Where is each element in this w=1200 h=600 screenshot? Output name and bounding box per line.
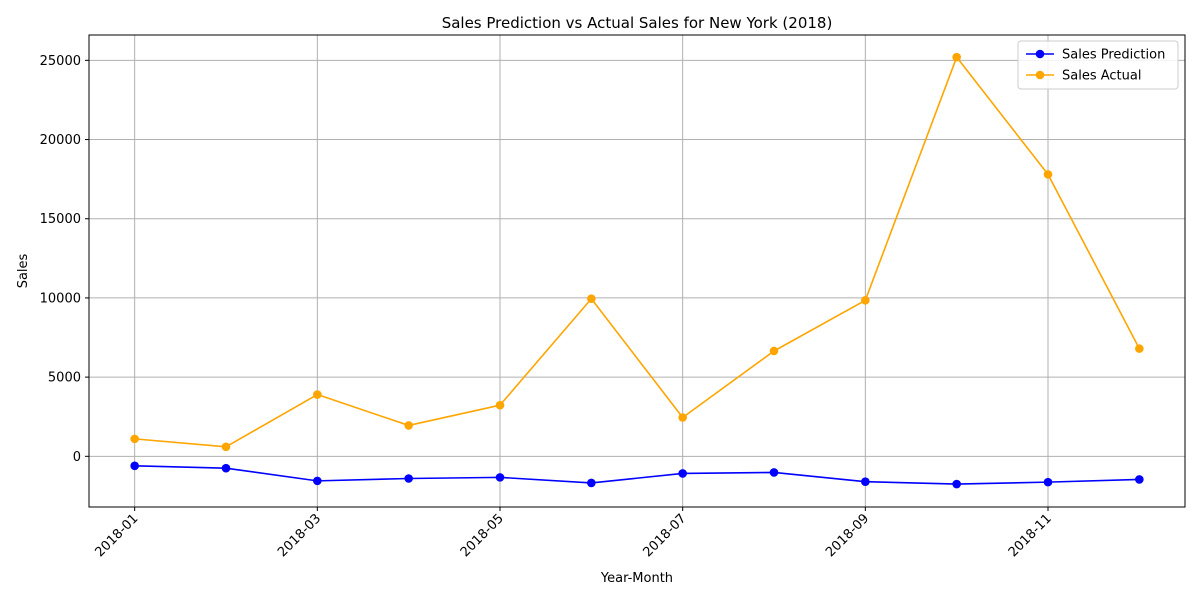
- data-point: [130, 461, 139, 471]
- data-point: [678, 469, 687, 478]
- legend: Sales Prediction Sales Actual: [1017, 40, 1179, 90]
- data-point: [1043, 477, 1053, 487]
- y-axis-title: Sales: [16, 253, 31, 288]
- data-point: [404, 474, 413, 483]
- y-tick-label: 10000: [40, 291, 81, 306]
- legend-label: Sales Actual: [1062, 69, 1141, 84]
- y-tick-label: 5000: [48, 371, 81, 386]
- legend-swatch-marker: [1035, 49, 1045, 59]
- x-axis-title: Year-Month: [600, 571, 673, 586]
- data-point: [1043, 170, 1053, 179]
- data-point: [678, 413, 687, 422]
- legend-item: Sales Actual: [1026, 69, 1141, 84]
- ticks: 0 5000 10000 15000 20000 25000 2018-01 2018-03 2…: [40, 54, 1055, 560]
- series-line: [134, 465, 1140, 485]
- series-line: [134, 56, 1141, 448]
- x-tick-label: 2018-09: [823, 511, 872, 560]
- data-point: [221, 463, 231, 473]
- grid: [89, 35, 1185, 507]
- data-point: [952, 52, 961, 62]
- data-point: [221, 442, 231, 452]
- y-tick-label: 15000: [40, 212, 81, 227]
- data-point: [861, 477, 870, 486]
- data-point: [130, 434, 139, 444]
- legend-label: Sales Prediction: [1062, 48, 1165, 63]
- y-tick-label: 20000: [40, 133, 81, 148]
- y-tick-label: 0: [73, 450, 81, 465]
- data-point: [495, 400, 505, 410]
- x-tick-label: 2018-03: [275, 511, 324, 560]
- data-point: [404, 421, 413, 430]
- data-point: [1135, 475, 1144, 484]
- legend-frame: [1017, 40, 1179, 90]
- data-point: [769, 346, 779, 356]
- data-point: [1135, 344, 1144, 353]
- series-sales-actual: [130, 52, 1144, 452]
- plot-frame: [88, 34, 1186, 508]
- data-point: [313, 390, 322, 399]
- chart-title: Sales Prediction vs Actual Sales for New…: [442, 14, 833, 32]
- series-sales-prediction: [130, 461, 1144, 489]
- series-layer: [130, 52, 1144, 489]
- data-point: [313, 476, 322, 486]
- data-point: [587, 294, 596, 304]
- data-point: [952, 479, 961, 489]
- legend-swatch-marker: [1035, 70, 1045, 80]
- data-point: [495, 473, 505, 482]
- data-point: [587, 478, 596, 488]
- x-tick-label: 2018-05: [458, 511, 507, 560]
- x-tick-label: 2018-11: [1006, 511, 1055, 560]
- x-tick-label: 2018-07: [640, 511, 689, 560]
- legend-item: Sales Prediction: [1026, 48, 1165, 63]
- y-tick-label: 25000: [40, 54, 81, 69]
- x-tick-label: 2018-01: [92, 511, 141, 560]
- data-point: [769, 468, 779, 477]
- data-point: [861, 296, 870, 305]
